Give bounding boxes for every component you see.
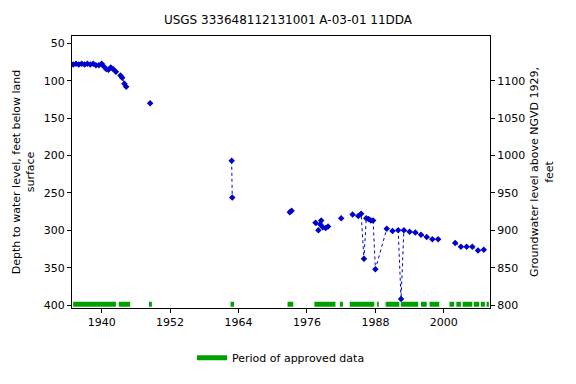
svg-text:1976: 1976: [293, 316, 321, 329]
svg-text:300: 300: [44, 224, 65, 237]
svg-text:150: 150: [44, 112, 65, 125]
svg-text:850: 850: [497, 262, 518, 275]
svg-text:400: 400: [44, 299, 65, 312]
svg-text:1100: 1100: [497, 75, 525, 88]
svg-text:100: 100: [44, 75, 65, 88]
svg-text:250: 250: [44, 187, 65, 200]
svg-text:USGS 333648112131001 A-03-01 1: USGS 333648112131001 A-03-01 11DDA: [164, 13, 413, 27]
svg-text:1050: 1050: [497, 112, 525, 125]
svg-text:1988: 1988: [361, 316, 389, 329]
svg-text:Period of approved data: Period of approved data: [232, 352, 364, 365]
svg-text:50: 50: [51, 37, 65, 50]
svg-text:2000: 2000: [430, 316, 458, 329]
svg-text:350: 350: [44, 262, 65, 275]
svg-text:1000: 1000: [497, 149, 525, 162]
svg-text:1940: 1940: [88, 316, 116, 329]
svg-text:1952: 1952: [156, 316, 184, 329]
svg-text:1964: 1964: [225, 316, 253, 329]
svg-text:200: 200: [44, 149, 65, 162]
svg-text:Depth to water level, feet bel: Depth to water level, feet below landsur…: [10, 70, 37, 275]
svg-text:Groundwater level above NGVD 1: Groundwater level above NGVD 1929,feet: [528, 67, 555, 277]
svg-text:900: 900: [497, 224, 518, 237]
svg-text:800: 800: [497, 299, 518, 312]
svg-text:950: 950: [497, 187, 518, 200]
